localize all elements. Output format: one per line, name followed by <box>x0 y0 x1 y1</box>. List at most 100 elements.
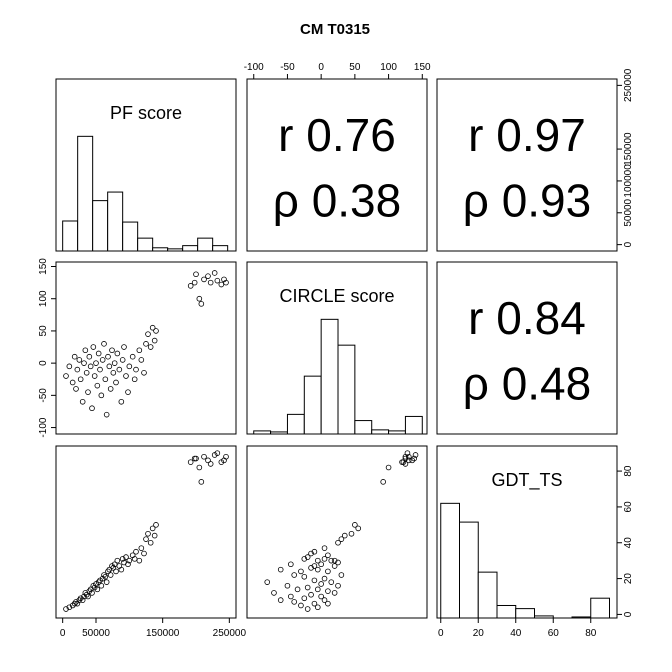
scatter-point <box>87 363 94 370</box>
scatter-point <box>400 459 407 465</box>
y-tick-label: -50 <box>38 388 49 403</box>
scatter-point <box>318 581 324 587</box>
scatter-point <box>102 376 109 383</box>
panel-frame <box>55 261 237 435</box>
y-tick-label: 150000 <box>623 132 634 166</box>
histogram-bar <box>404 415 423 434</box>
scatter-point <box>123 554 129 560</box>
scatter-point <box>411 455 417 462</box>
scatter-point <box>385 464 392 471</box>
scatter-point <box>126 363 133 370</box>
scatter-point <box>318 561 324 568</box>
scatter-point <box>111 360 118 366</box>
scatter-point <box>86 353 93 360</box>
scatter-point <box>335 559 341 566</box>
scatter-point <box>76 597 83 603</box>
histogram-bar <box>92 200 109 251</box>
scatter-point <box>97 366 103 373</box>
histogram-bar <box>534 615 554 618</box>
scatter-point <box>83 591 90 598</box>
scatter-point <box>107 386 114 392</box>
histogram-bar <box>440 502 460 618</box>
scatter-point <box>291 599 297 605</box>
scatter-point <box>99 357 106 363</box>
scatter-point <box>321 575 328 582</box>
scatter-point <box>102 573 109 580</box>
panel-frame <box>55 78 237 252</box>
scatter-point <box>355 525 362 532</box>
scatter-point <box>141 370 147 376</box>
scatter-point <box>114 350 121 357</box>
scatter-point <box>91 373 98 379</box>
correlation-rho: ρ 0.38 <box>273 175 401 227</box>
x-tick-label: 100 <box>380 62 397 73</box>
scatter-point <box>314 586 321 593</box>
panel <box>62 135 229 251</box>
histogram-bar <box>182 245 199 251</box>
scatter-point <box>71 600 78 607</box>
scatter-point <box>101 572 107 578</box>
correlation-r: r 0.76 <box>278 109 396 161</box>
scatter-point <box>73 599 79 605</box>
scatter-point <box>277 566 284 573</box>
scatter-point <box>308 550 314 557</box>
scatter-point <box>207 279 214 286</box>
scatter-point <box>81 360 87 366</box>
scatter-point <box>412 452 419 458</box>
scatter-point <box>325 568 331 575</box>
scatter-point <box>145 530 151 537</box>
scatter-point <box>147 344 154 350</box>
histogram-bar <box>459 521 479 618</box>
variable-label: CIRCLE score <box>279 286 394 306</box>
scatter-point <box>69 379 76 386</box>
scatter-point <box>301 556 308 562</box>
scatter-point <box>284 582 291 589</box>
scatter-point <box>308 565 314 571</box>
scatter-point <box>89 405 95 412</box>
scatter-point <box>328 557 335 564</box>
panel-frame <box>436 78 618 252</box>
scatter-point <box>321 556 328 562</box>
scatter-point <box>328 579 335 585</box>
y-tick-label: 50 <box>38 325 49 337</box>
scatter-point <box>113 568 119 575</box>
scatter-point <box>380 479 386 485</box>
scatter-point <box>218 281 225 288</box>
scatter-point <box>153 522 159 528</box>
scatter-point <box>149 324 156 331</box>
scatter-point <box>138 545 145 551</box>
scatter-point <box>308 591 314 598</box>
scatter-point <box>131 376 138 383</box>
correlation-r: r 0.84 <box>468 292 586 344</box>
scatter-point <box>119 357 126 363</box>
scatter-point <box>304 554 311 560</box>
scatter-point <box>116 366 123 373</box>
scatter-point <box>125 389 131 395</box>
scatter-point <box>76 357 83 363</box>
scatter-point <box>90 344 97 350</box>
histogram-bar <box>107 191 124 251</box>
scatter-point <box>291 572 297 578</box>
scatter-point <box>63 373 69 379</box>
scatter-point <box>66 363 73 370</box>
panel <box>63 270 229 418</box>
y-tick-label: 60 <box>623 501 634 513</box>
x-tick-label: 50 <box>349 62 361 73</box>
scatter-point <box>301 595 308 602</box>
scatter-point <box>147 539 154 546</box>
scatter-point <box>205 457 211 464</box>
histogram-bar <box>496 604 517 618</box>
scatter-point <box>207 461 214 467</box>
histogram-bar <box>590 597 610 618</box>
scatter-point <box>126 557 133 564</box>
scatter-point <box>63 606 69 612</box>
scatter-point <box>193 271 199 278</box>
scatter-point <box>149 525 156 532</box>
scatter-point <box>66 604 73 611</box>
y-tick-label: 50000 <box>623 198 634 226</box>
scatter-point <box>314 557 321 564</box>
x-tick-label: 0 <box>318 62 324 73</box>
y-tick-label: 0 <box>623 241 634 247</box>
scatter-point <box>133 548 139 555</box>
scatter-point <box>129 353 136 360</box>
